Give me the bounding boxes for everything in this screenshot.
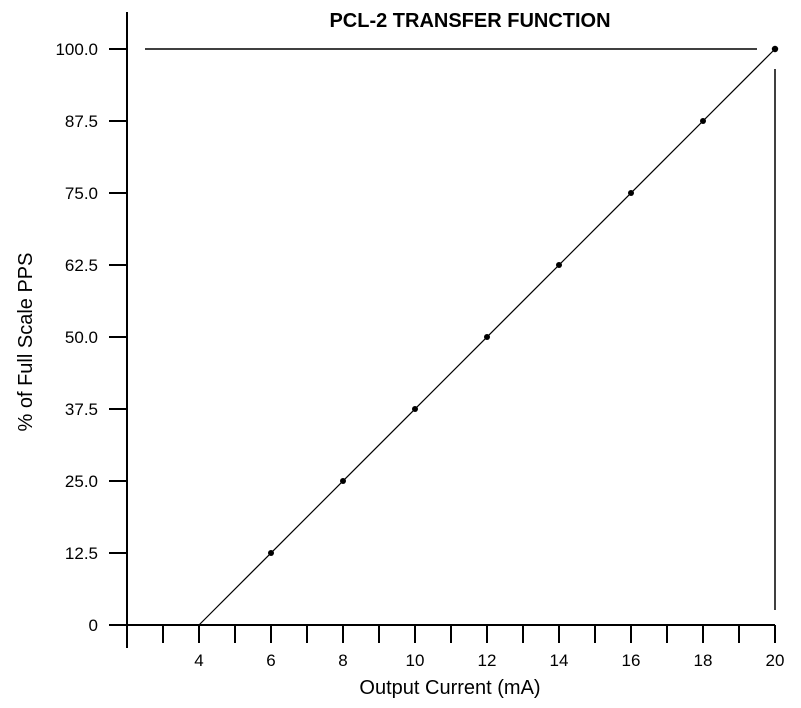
data-point <box>556 262 562 268</box>
y-tick-label: 12.5 <box>65 544 98 563</box>
y-tick-label: 87.5 <box>65 112 98 131</box>
y-axis-label: % of Full Scale PPS <box>15 253 37 432</box>
x-tick-label: 10 <box>406 651 425 670</box>
y-ticks: 0 12.5 25.0 37.5 50.0 62.5 75.0 87.5 100.0 <box>55 40 127 635</box>
x-tick-label: 16 <box>622 651 641 670</box>
data-point <box>340 478 346 484</box>
chart-title: PCL-2 TRANSFER FUNCTION <box>329 10 610 32</box>
x-ticks: 4 6 8 10 12 14 16 18 20 <box>126 625 785 670</box>
data-point <box>268 550 274 556</box>
y-tick-label: 0 <box>89 616 98 635</box>
data-point <box>484 334 490 340</box>
x-tick-label: 6 <box>266 651 275 670</box>
axes <box>126 12 775 648</box>
y-tick-label: 25.0 <box>65 472 98 491</box>
data-point <box>412 406 418 412</box>
y-tick-label: 37.5 <box>65 400 98 419</box>
reference-lines <box>145 48 776 610</box>
x-tick-label: 12 <box>478 651 497 670</box>
x-tick-label: 18 <box>694 651 713 670</box>
series <box>198 45 779 626</box>
endpoint-marker <box>771 45 779 53</box>
y-tick-label: 75.0 <box>65 184 98 203</box>
x-axis-label: Output Current (mA) <box>359 677 540 699</box>
x-tick-label: 20 <box>766 651 785 670</box>
y-tick-label: 62.5 <box>65 256 98 275</box>
y-tick-label: 50.0 <box>65 328 98 347</box>
x-tick-label: 4 <box>194 651 203 670</box>
x-tick-label: 8 <box>338 651 347 670</box>
data-point <box>628 190 634 196</box>
y-tick-label: 100.0 <box>55 40 98 59</box>
x-tick-label: 14 <box>550 651 569 670</box>
data-point <box>700 118 706 124</box>
